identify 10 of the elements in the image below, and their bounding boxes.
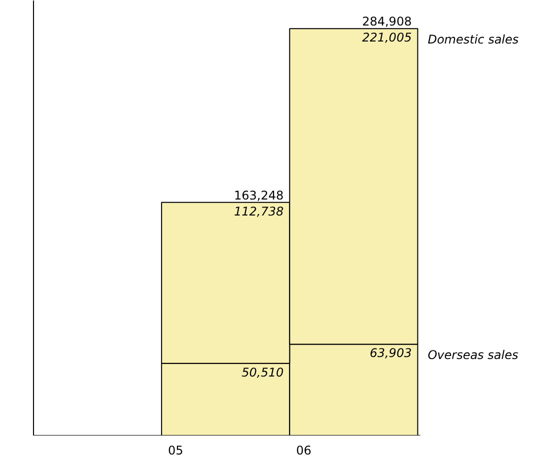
series-label: Domestic sales: [428, 32, 519, 47]
data-label: 63,903: [370, 346, 412, 360]
total-label: 163,248: [234, 188, 284, 202]
data-label: 221,005: [362, 30, 412, 45]
data-label: 50,510: [242, 365, 284, 380]
total-label: 284,908: [362, 14, 412, 29]
x-tick-label: 06: [296, 444, 312, 458]
data-label: 112,738: [234, 204, 284, 218]
x-tick-label: 05: [168, 444, 184, 458]
series-label: Overseas sales: [428, 348, 518, 362]
